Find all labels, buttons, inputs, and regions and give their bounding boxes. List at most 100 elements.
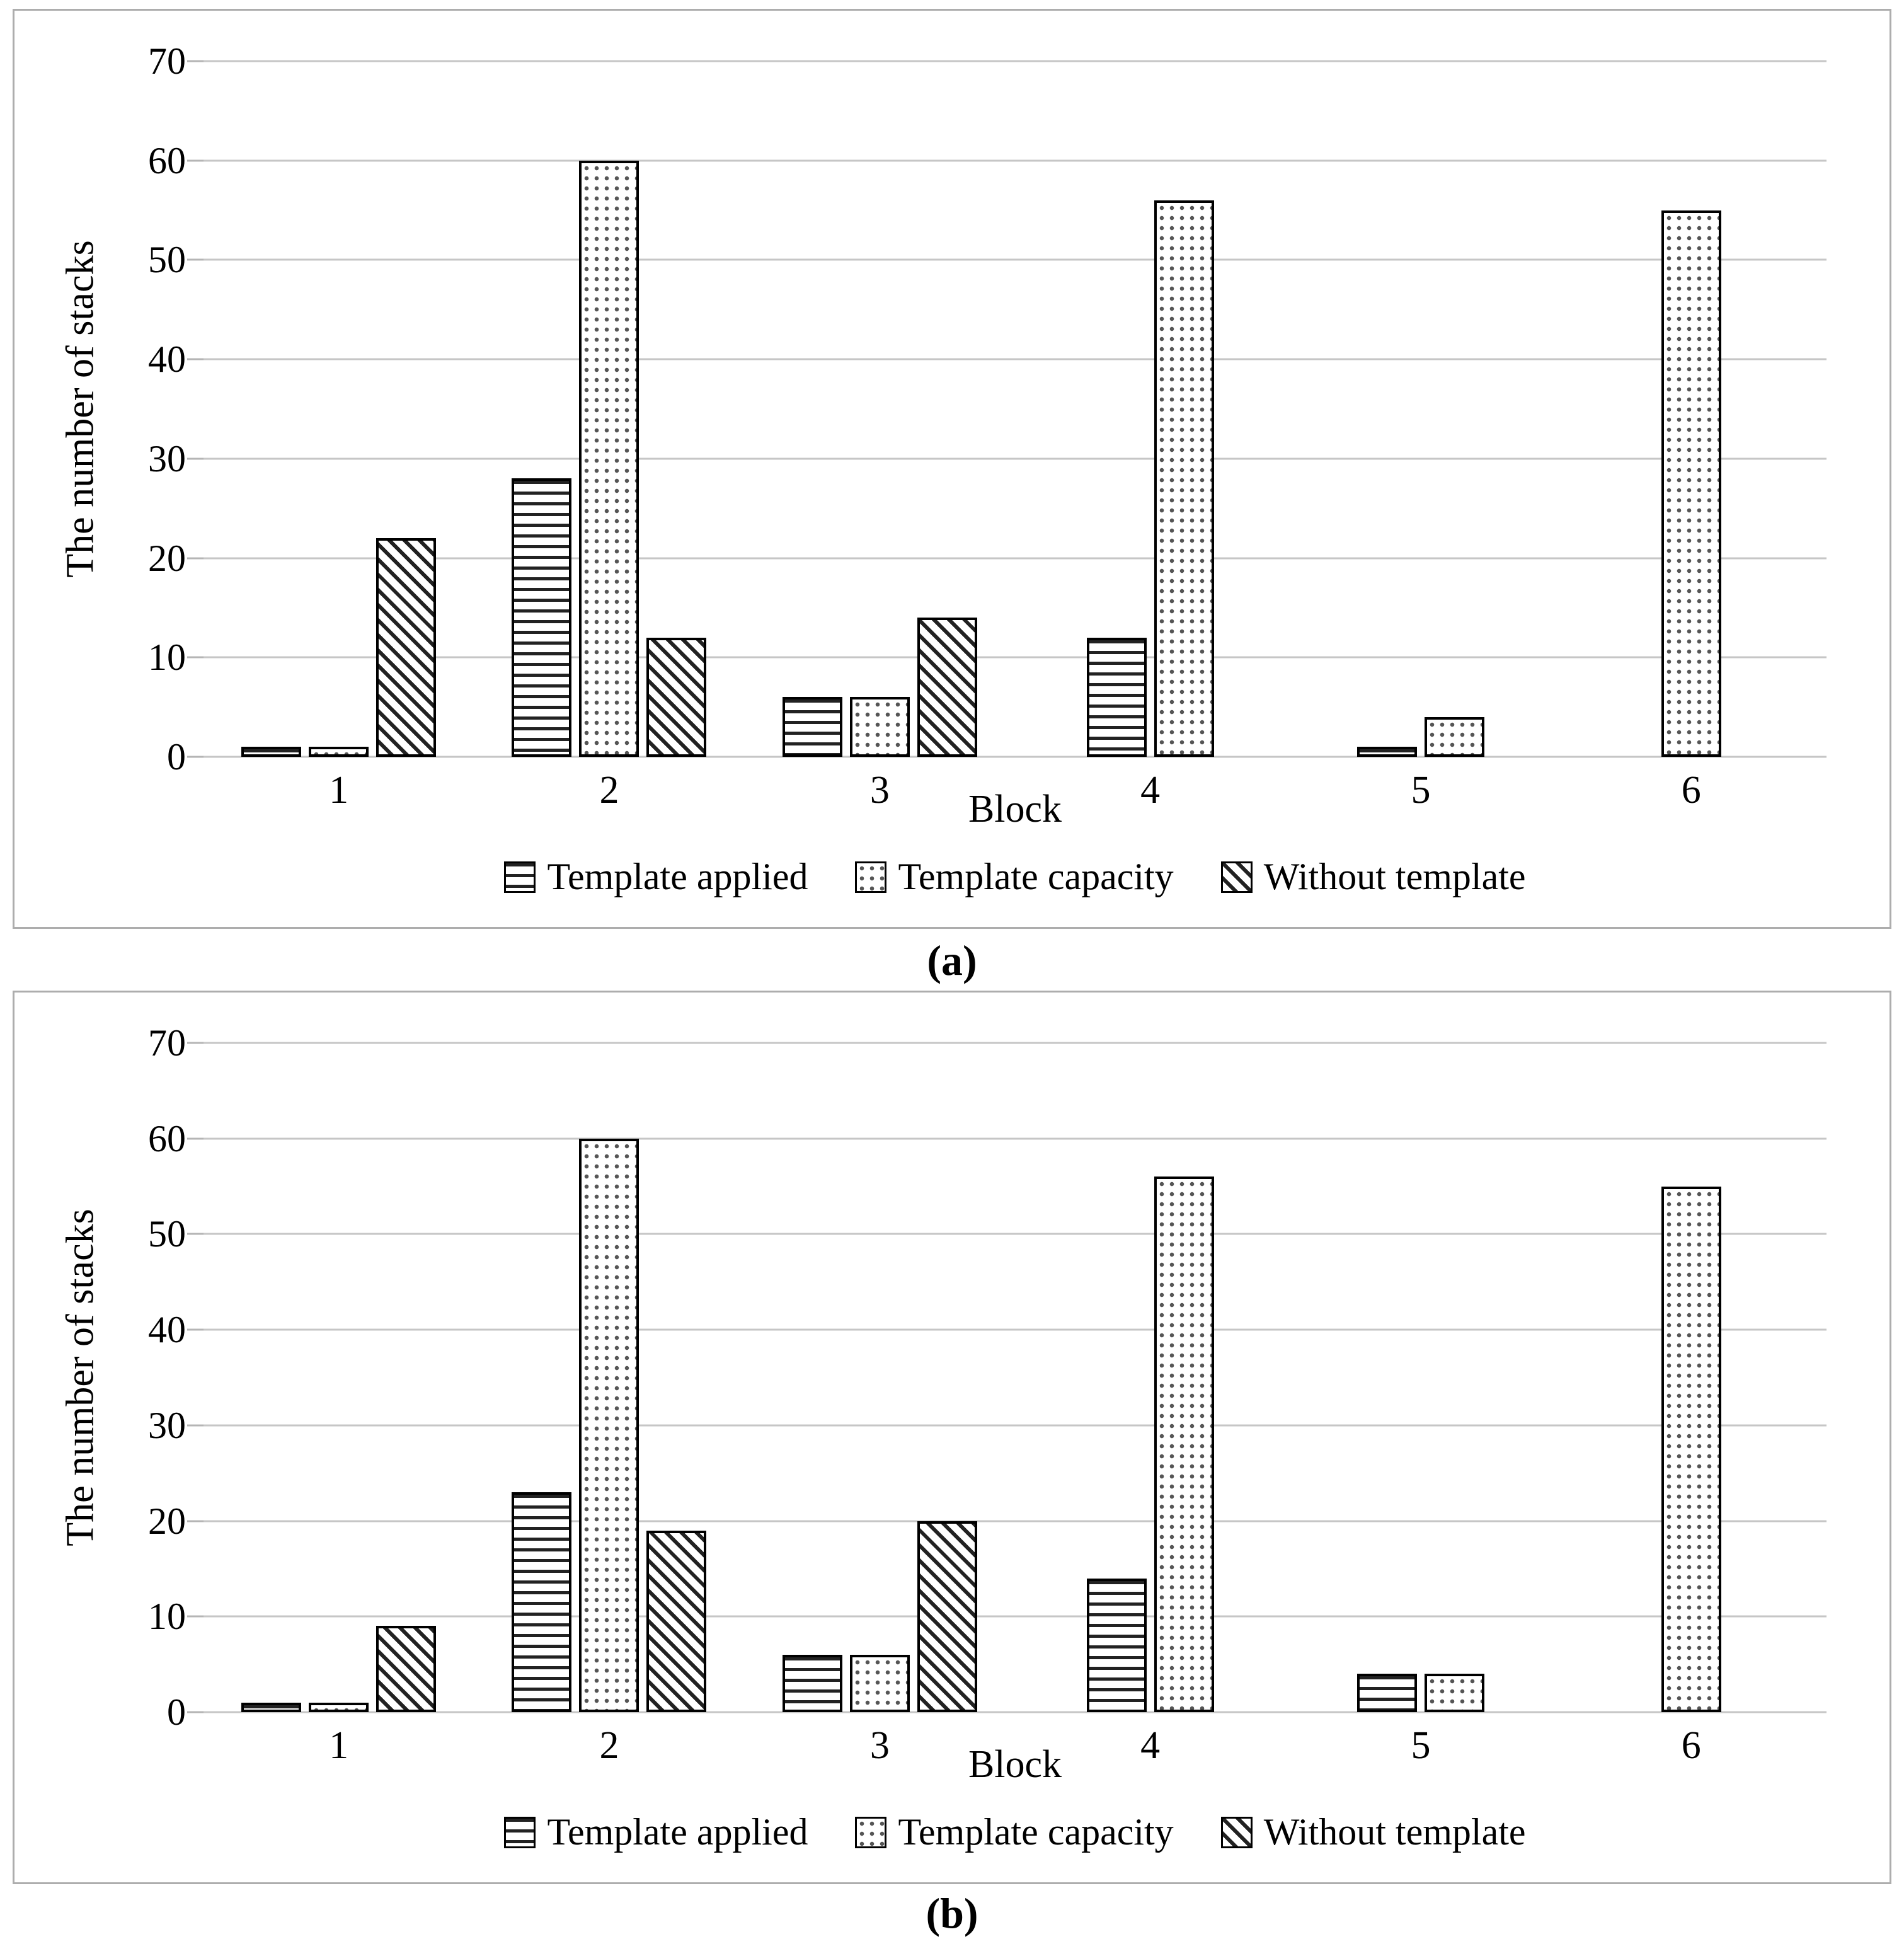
legend-swatch-diag	[1220, 1816, 1253, 1848]
gridline	[204, 656, 1827, 659]
chart-panel-b: The number of stacks 0 10 20 30 40 50 60 70 1 2 3…	[13, 991, 1891, 1884]
legend-item: Template capacity	[855, 1810, 1174, 1854]
bar-group	[1285, 61, 1556, 757]
legend-item: Without template	[1220, 855, 1526, 899]
bar	[376, 538, 437, 757]
legend-swatch-hlines	[504, 1816, 536, 1848]
y-tick-mark	[187, 358, 204, 360]
bar	[1356, 747, 1417, 757]
y-tick-label: 10	[148, 1596, 186, 1638]
y-tick-mark	[187, 457, 204, 460]
y-tick-mark	[187, 1615, 204, 1618]
x-axis: 1 2 3 4 5 6 Block	[204, 763, 1827, 839]
y-tick-mark	[187, 258, 204, 261]
x-tick-label: 3	[869, 769, 890, 812]
y-tick-label: 30	[148, 437, 186, 480]
caption-a: (a)	[927, 936, 977, 984]
legend-swatch-dots	[855, 861, 887, 893]
y-tick-label: 70	[148, 1022, 186, 1064]
bar	[1661, 210, 1721, 757]
x-tick-label: 6	[1681, 1724, 1701, 1767]
y-tick-mark	[187, 1042, 204, 1044]
bar-groups	[204, 61, 1827, 757]
y-tick-label: 50	[148, 1213, 186, 1255]
bar-group	[745, 61, 1015, 757]
bar	[849, 697, 910, 757]
legend: Template applied Template capacity Without…	[204, 1810, 1827, 1854]
legend-swatch-diag	[1220, 861, 1253, 893]
gridline	[204, 159, 1827, 162]
y-axis-title: The number of stacks	[59, 1209, 102, 1546]
y-tick-label: 50	[148, 239, 186, 281]
bar	[1661, 1186, 1721, 1712]
bar-group	[474, 61, 744, 757]
x-tick-label: 1	[329, 769, 349, 812]
gridline	[204, 1424, 1827, 1427]
x-tick-label: 2	[599, 1724, 619, 1767]
x-axis-title: Block	[968, 788, 1062, 831]
bar	[241, 747, 302, 757]
gridline	[204, 1711, 1827, 1713]
bar	[917, 1521, 977, 1712]
gridline	[204, 258, 1827, 261]
plot-area	[187, 60, 1827, 758]
legend-item: Template capacity	[855, 855, 1174, 899]
x-axis: 1 2 3 4 5 6 Block	[204, 1718, 1827, 1794]
y-tick-mark	[187, 159, 204, 162]
legend-swatch-dots	[855, 1816, 887, 1848]
bar	[849, 1654, 910, 1712]
bar	[782, 697, 842, 757]
y-tick-mark	[187, 1233, 204, 1235]
plot-area	[187, 1042, 1827, 1713]
x-tick-label: 2	[599, 769, 619, 812]
y-tick-label: 40	[148, 338, 186, 381]
y-tick-label: 20	[148, 1500, 186, 1542]
x-tick-labels: 1 2 3 4 5 6	[204, 763, 1827, 810]
y-tick-mark	[187, 1711, 204, 1713]
legend-label: Template applied	[547, 1811, 808, 1853]
bar	[376, 1626, 437, 1712]
gridline	[204, 1520, 1827, 1522]
y-tick-mark	[187, 656, 204, 659]
x-tick-label: 1	[329, 1724, 349, 1767]
y-tick-label: 10	[148, 636, 186, 679]
legend-item: Template applied	[504, 1810, 808, 1854]
bar	[1086, 637, 1147, 757]
x-tick-label: 3	[869, 1724, 890, 1767]
bar	[579, 1138, 639, 1712]
y-tick-mark	[187, 1137, 204, 1140]
x-tick-label: 4	[1140, 769, 1161, 812]
bar-groups	[204, 1043, 1827, 1712]
legend-item: Template applied	[504, 855, 808, 899]
bar	[1154, 1177, 1214, 1712]
gridline	[204, 358, 1827, 360]
gridline	[204, 557, 1827, 560]
y-tick-mark	[187, 1424, 204, 1427]
bar	[512, 478, 572, 757]
bar-group	[204, 61, 474, 757]
bar	[579, 160, 639, 757]
gridline	[204, 1233, 1827, 1235]
bar	[782, 1654, 842, 1712]
y-tick-label: 70	[148, 40, 186, 82]
y-tick-label: 0	[167, 736, 186, 778]
caption-b: (b)	[926, 1889, 978, 1937]
y-tick-label: 20	[148, 537, 186, 579]
bar-group	[1556, 1043, 1827, 1712]
gridline	[204, 756, 1827, 758]
bar	[1356, 1674, 1417, 1712]
legend-swatch-hlines	[504, 861, 536, 893]
chart-panel-a: The number of stacks 0 10 20 30 40 50 60 70 1 2 3…	[13, 9, 1891, 929]
gridline	[204, 1615, 1827, 1618]
y-axis: 0 10 20 30 40 50 60 70	[14, 42, 204, 776]
legend-label: Without template	[1263, 856, 1526, 897]
y-tick-mark	[187, 1328, 204, 1331]
y-tick-mark	[187, 60, 204, 62]
y-tick-label: 30	[148, 1404, 186, 1446]
bar	[1424, 716, 1484, 757]
bar	[309, 747, 369, 757]
x-tick-label: 5	[1411, 1724, 1431, 1767]
legend-label: Template capacity	[898, 1811, 1174, 1853]
x-tick-label: 4	[1140, 1724, 1161, 1767]
